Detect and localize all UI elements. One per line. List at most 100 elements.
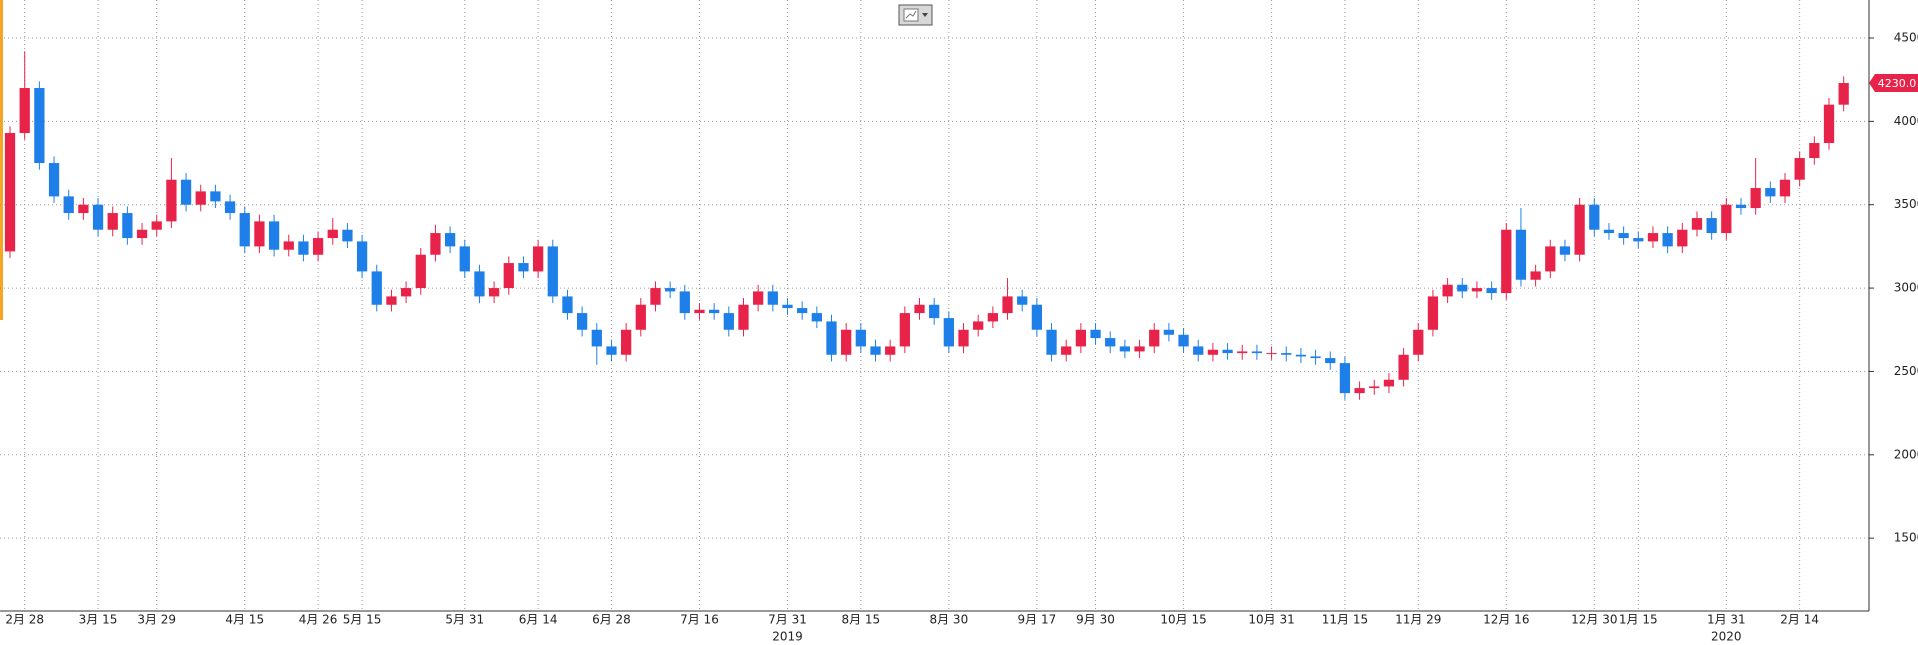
candle-body [870, 346, 881, 355]
x-tick-label: 6月 14 [519, 613, 558, 627]
candle-body [1486, 288, 1497, 294]
candle-body [503, 263, 514, 289]
candle-body [1383, 379, 1395, 387]
candle-body [1002, 296, 1013, 314]
candle-body [136, 229, 148, 239]
candle-body [1633, 238, 1644, 242]
x-tick-label: 9月 17 [1018, 613, 1057, 627]
candle-body [1559, 246, 1571, 255]
candle-body [518, 263, 529, 272]
candle-body [1163, 329, 1175, 335]
candle-body [1251, 351, 1263, 354]
candle-body [679, 291, 690, 314]
candle-body [239, 213, 250, 247]
candle-body [180, 179, 192, 205]
x-tick-label: 10月 31 [1248, 613, 1294, 627]
candle-body [342, 229, 353, 242]
candle-body [782, 304, 793, 309]
x-tick-label: 11月 29 [1395, 613, 1441, 627]
candle-body [1075, 329, 1087, 347]
candle-body [1354, 388, 1365, 394]
candle-body [1574, 204, 1585, 255]
x-tick-label: 11月 15 [1322, 613, 1368, 627]
candle-body [753, 291, 764, 305]
candle-body [709, 309, 720, 314]
candle-body [48, 163, 60, 197]
x-tick-label: 7月 31 [768, 613, 807, 627]
candle-body [1721, 204, 1732, 234]
indicator-button[interactable] [898, 4, 933, 26]
x-year-label: 2020 [1711, 630, 1742, 644]
candle-body [1735, 204, 1747, 209]
candle-body [151, 221, 162, 230]
candle-body [1398, 354, 1409, 380]
candle-body [1809, 143, 1820, 159]
candle-body [371, 271, 382, 305]
candle-body [914, 304, 925, 314]
candle-body [430, 233, 441, 255]
candle-body [356, 241, 368, 272]
candle-body [547, 246, 558, 297]
x-tick-label: 3月 29 [137, 613, 176, 627]
candle-body [591, 329, 602, 347]
candle-body [1090, 329, 1101, 339]
candle-body [283, 241, 294, 250]
button-arrow [922, 13, 928, 17]
x-tick-label: 12月 30 [1571, 613, 1617, 627]
x-tick-label: 10月 15 [1160, 613, 1206, 627]
candle-body [1281, 353, 1292, 355]
candle-body [1765, 188, 1776, 197]
y-tick-label: 4000 [1894, 114, 1918, 128]
x-tick-label: 1月 31 [1707, 613, 1746, 627]
candle-body [1105, 338, 1116, 347]
candle-body [78, 204, 89, 214]
candle-body [1046, 329, 1057, 355]
x-tick-label: 5月 31 [445, 613, 484, 627]
candle-body [841, 329, 852, 355]
candle-body [1750, 188, 1761, 209]
y-tick-label: 3500 [1894, 197, 1918, 211]
candle-body [1545, 246, 1556, 272]
candle-body [400, 288, 412, 297]
candle-body [1838, 83, 1849, 105]
candle-body [1207, 349, 1219, 355]
last-price-label: 4230.0 [1878, 77, 1917, 90]
candle-body [1706, 218, 1717, 234]
candle-body [1471, 288, 1483, 292]
candle-body [488, 288, 500, 297]
candle-body [1662, 233, 1673, 247]
candle-body [1310, 356, 1321, 359]
y-tick-label: 1500 [1894, 531, 1918, 545]
candle-body [826, 321, 837, 355]
candle-body [1457, 284, 1468, 292]
candle-body [958, 329, 969, 347]
x-tick-label: 12月 16 [1483, 613, 1529, 627]
candle-body [929, 304, 940, 319]
x-tick-label: 1月 15 [1619, 613, 1658, 627]
x-tick-label: 7月 16 [680, 613, 719, 627]
x-tick-label: 4月 15 [225, 613, 264, 627]
candle-body [268, 221, 280, 250]
candle-body [1530, 271, 1541, 280]
x-tick-label: 9月 30 [1076, 613, 1115, 627]
x-tick-label: 2月 14 [1780, 613, 1819, 627]
button-icon-line [905, 10, 917, 19]
candle-body [224, 201, 236, 214]
candle-body [899, 313, 910, 347]
candle-body [474, 271, 485, 297]
x-tick-label: 2月 28 [5, 613, 44, 627]
candle-body [254, 221, 265, 247]
candle-body [327, 229, 338, 239]
candle-body [1369, 386, 1380, 389]
candle-body [723, 313, 734, 330]
candle-body [1178, 334, 1189, 347]
candle-body [532, 246, 544, 272]
candle-body [444, 233, 456, 247]
candle-body [19, 88, 30, 134]
candle-body [1119, 346, 1131, 352]
candle-body [107, 213, 118, 230]
range-marker [0, 0, 3, 320]
candle-body [1794, 158, 1805, 180]
